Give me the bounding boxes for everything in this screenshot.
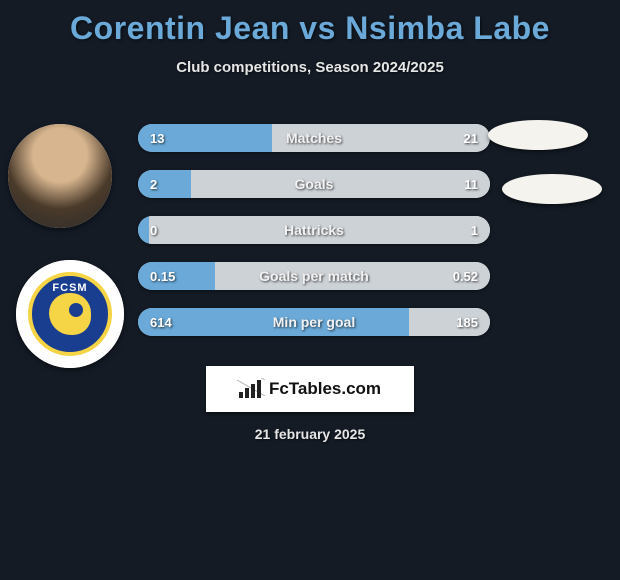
page-title: Corentin Jean vs Nsimba Labe xyxy=(0,0,620,47)
stat-bar-left-value: 614 xyxy=(150,308,172,336)
stats-bars: Matches13 21 Goals2 11 Hattricks0 1 Goals per … xyxy=(138,124,490,354)
stat-bar-left-value: 13 xyxy=(150,124,164,152)
footer-site-text: FcTables.com xyxy=(269,379,381,399)
stat-bar-label: Min per goal xyxy=(138,308,490,336)
stat-bar-label: Goals xyxy=(138,170,490,198)
player2-badge-wrap: FCSM xyxy=(16,260,124,368)
club-badge: FCSM xyxy=(28,272,112,356)
stat-bar-right-value: 0.52 xyxy=(453,262,478,290)
footer-logo: FcTables.com xyxy=(206,366,414,412)
footer-date: 21 february 2025 xyxy=(0,426,620,442)
subtitle-text: Club competitions, Season 2024/2025 xyxy=(0,59,620,76)
stat-bar: Goals2 11 xyxy=(138,170,490,198)
bar-chart-icon xyxy=(239,380,263,398)
player2-avatar: FCSM xyxy=(16,260,124,368)
player1-photo-placeholder xyxy=(8,124,112,228)
stat-bar-left-value: 2 xyxy=(150,170,157,198)
stat-bar-left-value: 0 xyxy=(150,216,157,244)
title-vs: vs xyxy=(299,10,336,46)
stat-bar-label: Goals per match xyxy=(138,262,490,290)
stat-bar-left-value: 0.15 xyxy=(150,262,175,290)
decorative-oval-1 xyxy=(488,120,588,150)
stat-bar-label: Hattricks xyxy=(138,216,490,244)
stat-bar-right-value: 11 xyxy=(464,170,478,198)
stat-bar: Min per goal614 185 xyxy=(138,308,490,336)
title-player2: Nsimba Labe xyxy=(345,10,550,46)
title-player1: Corentin Jean xyxy=(70,10,290,46)
lion-icon xyxy=(49,293,91,335)
stat-bar: Matches13 21 xyxy=(138,124,490,152)
comparison-area: FCSM Matches13 21 Goals2 11 Hattricks0 1 Goals… xyxy=(0,112,620,372)
decorative-oval-2 xyxy=(502,174,602,204)
stat-bar: Goals per match0.15 0.52 xyxy=(138,262,490,290)
stat-bar: Hattricks0 1 xyxy=(138,216,490,244)
player1-avatar xyxy=(8,124,112,228)
stat-bar-right-value: 185 xyxy=(456,308,478,336)
stat-bar-right-value: 1 xyxy=(471,216,478,244)
stat-bar-right-value: 21 xyxy=(464,124,478,152)
stat-bar-label: Matches xyxy=(138,124,490,152)
